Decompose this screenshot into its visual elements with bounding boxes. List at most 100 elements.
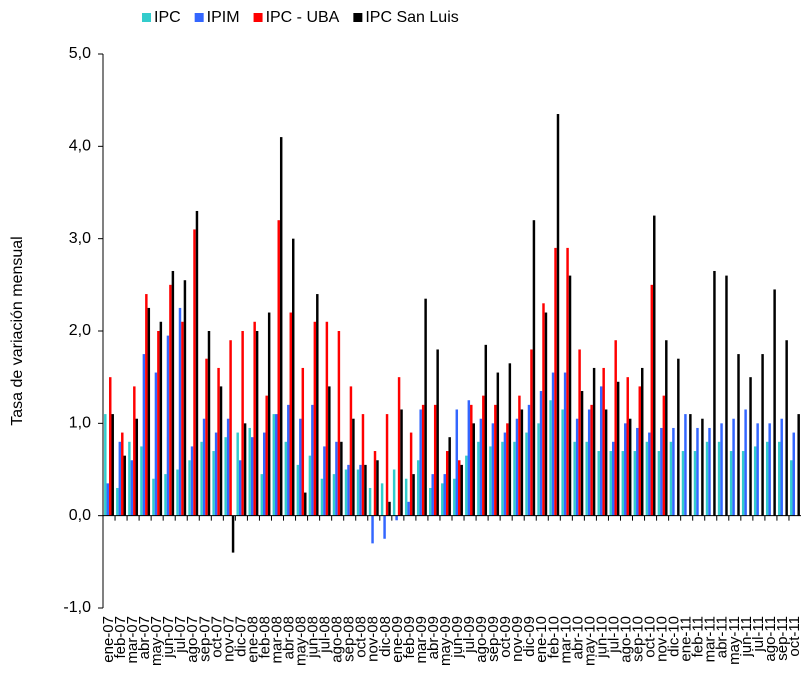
bar <box>614 340 617 516</box>
bar <box>304 492 307 516</box>
bar <box>183 280 187 516</box>
bar <box>566 247 569 516</box>
x-tick-label: jun-09 <box>449 616 466 659</box>
bar <box>200 441 203 516</box>
bar <box>665 340 668 516</box>
bar <box>479 418 483 516</box>
bar <box>518 395 521 516</box>
bar <box>202 418 206 516</box>
bar <box>768 423 771 516</box>
y-tick-label: -1,0 <box>63 599 91 616</box>
bar <box>224 437 227 516</box>
bar <box>448 437 451 516</box>
bar <box>241 331 244 516</box>
x-tick-label: mar-11 <box>702 616 719 662</box>
bar <box>104 414 107 516</box>
bar <box>797 414 800 516</box>
bar <box>359 464 362 516</box>
bar <box>368 487 372 516</box>
bar <box>260 474 263 516</box>
bar <box>121 432 124 516</box>
bar <box>111 414 114 516</box>
x-tick-label: ene-09 <box>389 616 406 663</box>
bar <box>421 404 425 516</box>
bar <box>470 404 473 516</box>
x-tick-label: abr-08 <box>281 616 298 659</box>
x-tick-label: feb-08 <box>256 616 273 659</box>
x-tick-label: ago-10 <box>617 616 634 663</box>
bar <box>130 460 134 516</box>
bar <box>265 395 268 516</box>
bar <box>587 409 591 516</box>
bar <box>684 414 687 516</box>
bar <box>178 307 182 516</box>
bar <box>409 432 413 516</box>
legend-label: IPC <box>154 9 181 26</box>
bar <box>159 321 163 516</box>
bar <box>416 460 420 516</box>
bar <box>761 354 764 516</box>
bar <box>332 474 336 516</box>
bar <box>407 501 410 516</box>
bar <box>193 229 196 516</box>
x-tick-label: jul-11 <box>750 616 767 653</box>
bar <box>636 427 639 516</box>
x-tick-label: nov-07 <box>220 616 237 662</box>
bar <box>705 441 709 516</box>
bar <box>429 487 432 516</box>
bar <box>287 404 290 516</box>
bar <box>236 432 239 516</box>
bar <box>638 386 642 516</box>
bar <box>515 418 519 516</box>
bar <box>376 460 379 516</box>
bar <box>217 367 220 516</box>
bar <box>701 418 704 516</box>
bar <box>123 455 126 516</box>
bar <box>328 386 331 516</box>
bar <box>756 423 759 516</box>
legend-swatch <box>142 13 151 22</box>
x-tick-label: ene-07 <box>100 616 117 663</box>
bar <box>441 483 444 516</box>
bar <box>506 423 509 516</box>
bar <box>568 275 572 516</box>
x-tick-label: may-11 <box>726 616 743 665</box>
bar <box>356 469 360 516</box>
bar <box>604 409 608 516</box>
bar <box>621 451 625 516</box>
bar <box>106 483 110 516</box>
bar <box>578 349 581 516</box>
bar <box>118 441 122 516</box>
bar <box>753 446 757 516</box>
y-tick-label: 0,0 <box>69 507 91 524</box>
x-tick-label: dic-10 <box>666 616 683 657</box>
bar <box>662 395 666 516</box>
legend-swatch <box>194 13 204 22</box>
bar <box>626 377 629 516</box>
x-tick-label: ago-07 <box>184 616 201 663</box>
bar <box>135 418 139 516</box>
bar <box>741 451 745 516</box>
bar <box>109 377 112 516</box>
bar <box>214 432 218 516</box>
x-tick-label: may-09 <box>437 616 454 666</box>
bar <box>116 487 119 516</box>
bar <box>431 474 434 516</box>
x-tick-label: sep-10 <box>630 616 647 662</box>
bar <box>243 423 247 516</box>
bar <box>385 414 389 516</box>
bar <box>790 460 793 516</box>
y-tick-label: 4,0 <box>69 138 91 155</box>
bar <box>400 409 403 516</box>
bar <box>296 464 300 516</box>
bar <box>484 344 488 516</box>
bar <box>542 303 545 516</box>
x-tick-label: dic-09 <box>521 616 538 657</box>
bar <box>653 215 656 516</box>
bar <box>340 441 343 516</box>
bar <box>465 455 468 516</box>
bar <box>361 414 365 516</box>
bar <box>325 321 329 516</box>
bar <box>513 441 516 516</box>
legend-swatch <box>253 13 263 22</box>
